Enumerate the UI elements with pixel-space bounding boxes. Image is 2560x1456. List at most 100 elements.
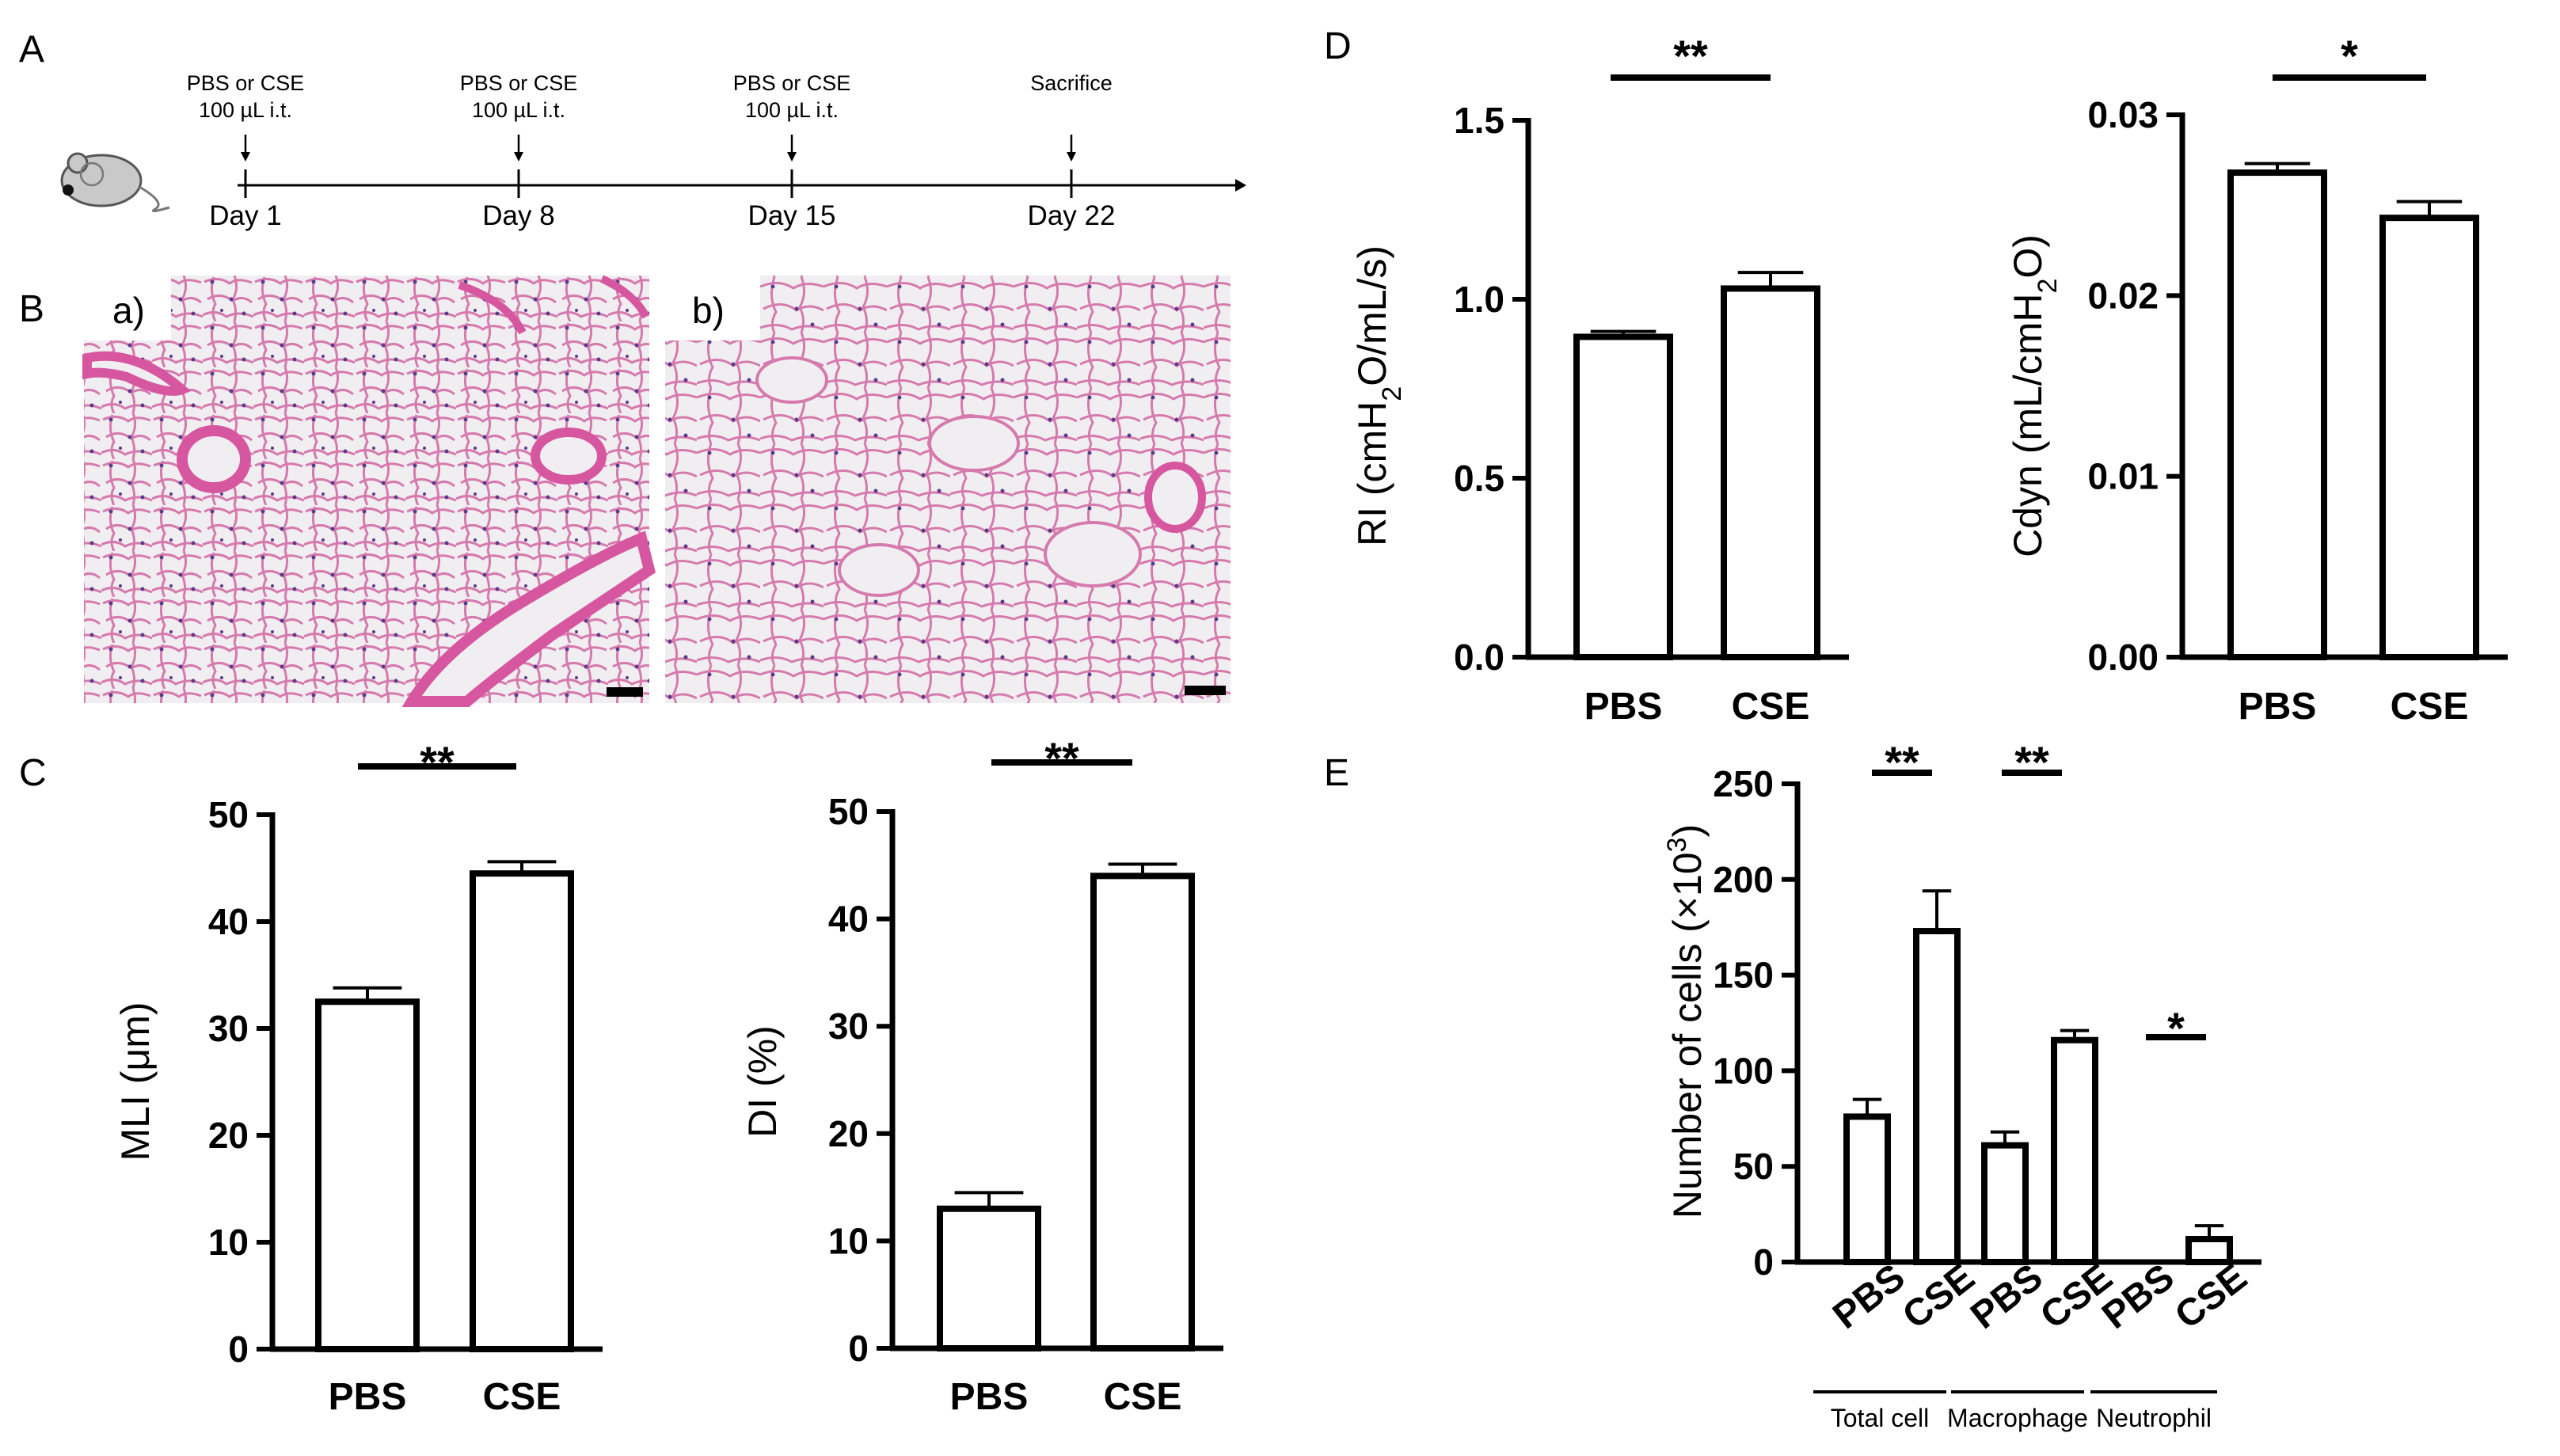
y-tick-label: 30: [208, 1008, 249, 1049]
bar: [2379, 215, 2479, 660]
y-tick-label: 100: [1713, 1050, 1774, 1091]
significance-marker: *: [2167, 1003, 2185, 1053]
significance-marker: **: [1673, 31, 1708, 81]
histology-image-a: [82, 275, 656, 707]
timeline-dose: 100 µL i.t.: [745, 98, 839, 122]
category-label: CSE: [1104, 1376, 1182, 1418]
bar: [937, 1205, 1041, 1351]
y-tick-label: 0.01: [2087, 456, 2159, 497]
y-axis-label-part: 2: [2033, 279, 2063, 294]
y-tick-label: 10: [208, 1222, 249, 1263]
panel-letter-c: C: [19, 752, 47, 794]
bar: [1843, 1113, 1891, 1266]
y-tick-label: 0.03: [2087, 94, 2159, 135]
y-axis-label: MLI (μm): [113, 1002, 158, 1161]
category-label: CSE: [2391, 686, 2469, 728]
y-tick-label: 0: [848, 1328, 869, 1369]
timeline-day: Day 1: [209, 200, 281, 231]
y-tick-label: 0.00: [2087, 637, 2159, 678]
timeline-dose: 100 µL i.t.: [472, 98, 565, 122]
bar: [470, 870, 574, 1352]
category-label: CSE: [1732, 686, 1810, 728]
bar: [1913, 928, 1961, 1265]
timeline-day: Day 15: [748, 200, 836, 231]
significance-marker: **: [1044, 733, 1079, 783]
group-label: Macrophage: [1947, 1404, 2088, 1432]
y-tick-label: 20: [828, 1113, 869, 1154]
timeline: PBS or CSE 100 µL i.t. Day 1 PBS or CSE 100 …: [187, 71, 1246, 231]
y-axis-label-part: O): [2006, 234, 2050, 279]
bar: [2116, 1260, 2157, 1262]
y-axis-label-part: 2: [1377, 386, 1407, 401]
timeline-day: Day 8: [482, 200, 554, 231]
event-arrowhead: [241, 152, 250, 162]
y-axis-label: Cdyn (mL/cmH2O): [2006, 234, 2063, 557]
y-axis-label-part: 3: [1662, 838, 1692, 853]
bar: [1721, 285, 1820, 660]
mouse-icon: [60, 152, 170, 213]
category-label: PBS: [2239, 686, 2317, 728]
scale-bar: [607, 687, 643, 697]
bar: [1981, 1142, 2029, 1266]
event-arrowhead: [787, 152, 797, 162]
bar: [1573, 333, 1673, 660]
histology-label-a: a): [112, 290, 145, 331]
timeline-label: PBS or CSE: [733, 71, 851, 95]
y-tick-label: 10: [828, 1220, 869, 1261]
timeline-dose: 100 µL i.t.: [199, 98, 292, 122]
histology-image-b: [665, 276, 1231, 703]
bar: [1090, 872, 1195, 1351]
timeline-arrowhead: [1235, 179, 1246, 192]
y-axis-label: RI (cmH2O/mL/s): [1350, 245, 1407, 546]
chart-ri: 0.0 0.5 1.0 1.5 PBS CSE ** RI (cmH2O/mL/s): [1350, 31, 1849, 728]
y-tick-label: 0.02: [2087, 275, 2159, 316]
y-tick-label: 1.0: [1454, 279, 1504, 320]
y-tick-label: 0.0: [1454, 637, 1504, 678]
y-tick-label: 0.5: [1454, 458, 1504, 499]
chart-cdyn: 0.00 0.01 0.02 0.03 PBS CSE * Cdyn (mL/cmH2O): [2006, 31, 2508, 728]
significance-marker: **: [2014, 737, 2049, 787]
category-label: CSE: [1895, 1256, 1982, 1338]
histology-label-b: b): [692, 290, 725, 331]
timeline-day: Day 22: [1028, 200, 1116, 231]
y-tick-label: 50: [208, 794, 249, 835]
category-label: PBS: [1963, 1256, 2050, 1338]
y-axis-label: DI (%): [740, 1025, 785, 1138]
y-tick-label: 50: [1733, 1146, 1774, 1187]
bar: [315, 998, 420, 1352]
y-tick-label: 200: [1713, 859, 1774, 900]
bar: [2185, 1236, 2233, 1266]
event-arrowhead: [1067, 152, 1076, 162]
y-tick-label: 0: [1753, 1241, 1774, 1283]
y-axis-label-part: ): [1665, 824, 1710, 838]
panel-letter-a: A: [19, 29, 44, 70]
panel-letter-d: D: [1324, 25, 1352, 67]
group-label: Neutrophil: [2096, 1404, 2212, 1432]
y-tick-label: 40: [828, 899, 869, 940]
chart-di: 0 10 20 30 40 50 PBS CSE ** DI (%): [740, 733, 1223, 1418]
timeline-label: Sacrifice: [1030, 71, 1113, 95]
y-axis-label: Number of cells (×103): [1662, 824, 1710, 1218]
significance-marker: **: [1885, 737, 1919, 787]
y-axis-label-part: O/mL/s): [1350, 245, 1394, 386]
category-label: CSE: [2167, 1256, 2254, 1338]
y-axis-label-part: RI (cmH: [1350, 401, 1394, 546]
y-tick-label: 1.5: [1454, 100, 1504, 141]
group-label: Total cell: [1831, 1404, 1930, 1432]
category-label: PBS: [1825, 1256, 1912, 1338]
y-axis-label-part: Number of cells (×10: [1665, 852, 1710, 1218]
y-tick-label: 50: [828, 791, 869, 832]
bar: [2227, 169, 2327, 661]
chart-mli: 0 10 20 30 40 50 PBS CSE ** MLI (μm): [113, 737, 603, 1418]
y-axis-label-part: Cdyn (mL/cmH: [2006, 294, 2050, 557]
scale-bar: [1185, 686, 1226, 695]
category-label: CSE: [483, 1376, 561, 1418]
bar: [2051, 1036, 2098, 1266]
significance-marker: *: [2341, 31, 2358, 81]
y-tick-label: 250: [1713, 763, 1774, 804]
timeline-label: PBS or CSE: [187, 71, 305, 95]
significance-marker: **: [420, 737, 455, 787]
category-label: PBS: [2094, 1256, 2182, 1338]
